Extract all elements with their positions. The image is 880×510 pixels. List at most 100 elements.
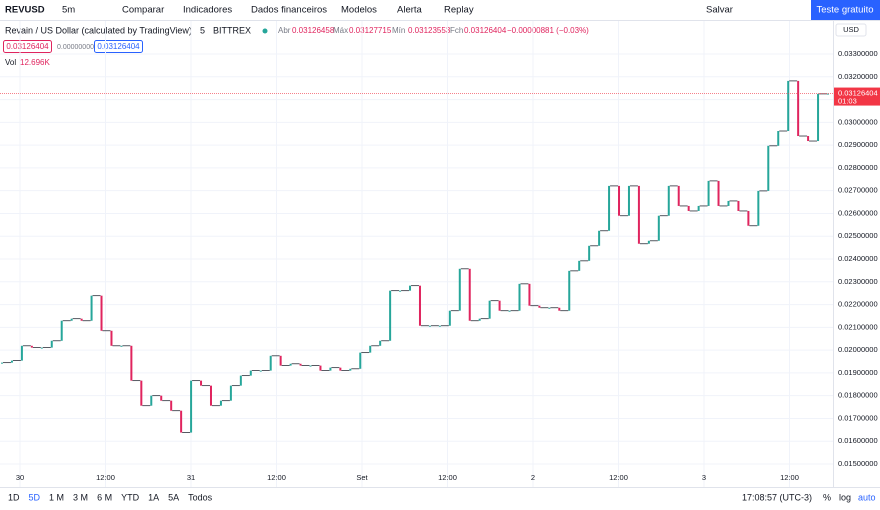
alert[interactable]: Alerta xyxy=(397,5,423,16)
candle xyxy=(229,385,232,401)
candle xyxy=(578,260,581,271)
candle xyxy=(249,370,252,376)
candle xyxy=(259,370,262,372)
y-tick-label: 0.02800000 xyxy=(838,163,878,172)
range-button[interactable]: 1 M xyxy=(49,492,64,502)
interval[interactable]: 5m xyxy=(62,5,75,16)
candle xyxy=(359,352,362,369)
y-tick-label: 0.01800000 xyxy=(838,391,878,400)
candle xyxy=(279,355,282,366)
candle xyxy=(468,268,471,321)
percent-toggle[interactable]: % xyxy=(823,492,831,502)
candle xyxy=(518,283,521,311)
x-tick-label: 3 xyxy=(702,473,706,482)
range-button[interactable]: 5D xyxy=(29,492,41,502)
candle xyxy=(389,290,392,341)
low-label: Mín xyxy=(392,26,405,35)
candle xyxy=(677,185,680,206)
candle xyxy=(528,283,531,306)
indicators[interactable]: Indicadores xyxy=(183,5,232,16)
candle xyxy=(767,145,770,191)
vol-value: 12.696K xyxy=(20,58,50,67)
replay[interactable]: Replay xyxy=(444,5,474,16)
y-tick-label: 0.02500000 xyxy=(838,231,878,240)
templates[interactable]: Modelos xyxy=(341,5,377,16)
bid: 0.03126404 xyxy=(6,42,49,51)
save[interactable]: Salvar xyxy=(706,5,733,16)
candle xyxy=(657,215,660,241)
symbol[interactable]: REVUSD xyxy=(5,5,45,16)
high-value: 0.03127715 xyxy=(349,26,392,35)
x-tick-label: 12:00 xyxy=(780,473,799,482)
auto-toggle[interactable]: auto xyxy=(858,492,876,502)
candle xyxy=(697,205,700,211)
range-button[interactable]: Todos xyxy=(188,492,213,502)
x-tick-label: 30 xyxy=(16,473,24,482)
candle xyxy=(219,400,222,406)
range-button[interactable]: 1D xyxy=(8,492,20,502)
range-button[interactable]: 1A xyxy=(148,492,159,502)
trial-button[interactable] xyxy=(811,0,880,20)
candle xyxy=(618,185,621,216)
candle xyxy=(777,131,780,146)
trial-label[interactable]: Teste gratuito xyxy=(816,5,873,16)
high-label: Máx xyxy=(333,26,348,35)
currency-box xyxy=(835,23,867,37)
y-tick-label: 0.02900000 xyxy=(838,140,878,149)
y-tick-label: 0.02300000 xyxy=(838,277,878,286)
candle xyxy=(100,295,103,331)
y-tick-label: 0.03200000 xyxy=(838,72,878,81)
candle xyxy=(488,300,491,319)
candle xyxy=(180,410,183,433)
candle xyxy=(110,330,113,346)
financials[interactable]: Dados financeiros xyxy=(251,5,327,16)
candle xyxy=(309,365,312,367)
currency: USD xyxy=(843,25,859,34)
candle xyxy=(130,345,133,381)
last-price-box xyxy=(834,87,880,106)
x-tick-label: 31 xyxy=(187,473,195,482)
candle xyxy=(737,200,740,211)
low-value: 0.03123553 xyxy=(408,26,451,35)
candle xyxy=(339,367,342,371)
change: −0.00000881 (−0.03%) xyxy=(507,26,589,35)
x-tick-label: 12:00 xyxy=(96,473,115,482)
candle xyxy=(70,318,73,321)
candle xyxy=(319,365,322,371)
x-tick-label: 12:00 xyxy=(609,473,628,482)
candle xyxy=(349,368,352,371)
candle xyxy=(717,180,720,206)
range-button[interactable]: 3 M xyxy=(73,492,88,502)
candle xyxy=(827,93,829,95)
y-tick-label: 0.01900000 xyxy=(838,368,878,377)
range-button[interactable]: YTD xyxy=(121,492,140,502)
candle xyxy=(200,380,203,386)
candle xyxy=(90,295,93,321)
toolbar xyxy=(0,0,880,20)
candle xyxy=(667,185,670,216)
open-label: Abr xyxy=(278,26,291,35)
y-tick-label: 0.02700000 xyxy=(838,186,878,195)
range-button[interactable]: 6 M xyxy=(97,492,112,502)
y-tick-label: 0.02100000 xyxy=(838,322,878,331)
range-button[interactable]: 5A xyxy=(168,492,179,502)
candle xyxy=(588,245,591,261)
ask-box xyxy=(94,40,143,53)
instrument-name: Revain / US Dollar (calculated by Tradin… xyxy=(5,25,192,35)
countdown: 01:03 xyxy=(838,97,857,106)
log-toggle[interactable]: log xyxy=(839,492,851,502)
candle xyxy=(329,367,332,371)
candle xyxy=(10,360,13,363)
candle xyxy=(1,362,3,364)
y-tick-label: 0.02000000 xyxy=(838,345,878,354)
candle xyxy=(568,270,571,311)
x-tick-label: 2 xyxy=(531,473,535,482)
candle xyxy=(30,345,33,348)
candle xyxy=(548,307,551,309)
candle xyxy=(150,395,153,406)
bid-box xyxy=(3,40,52,53)
candle xyxy=(269,355,272,371)
compare[interactable]: Comparar xyxy=(122,5,164,16)
candle xyxy=(379,340,382,346)
candle xyxy=(190,380,193,433)
